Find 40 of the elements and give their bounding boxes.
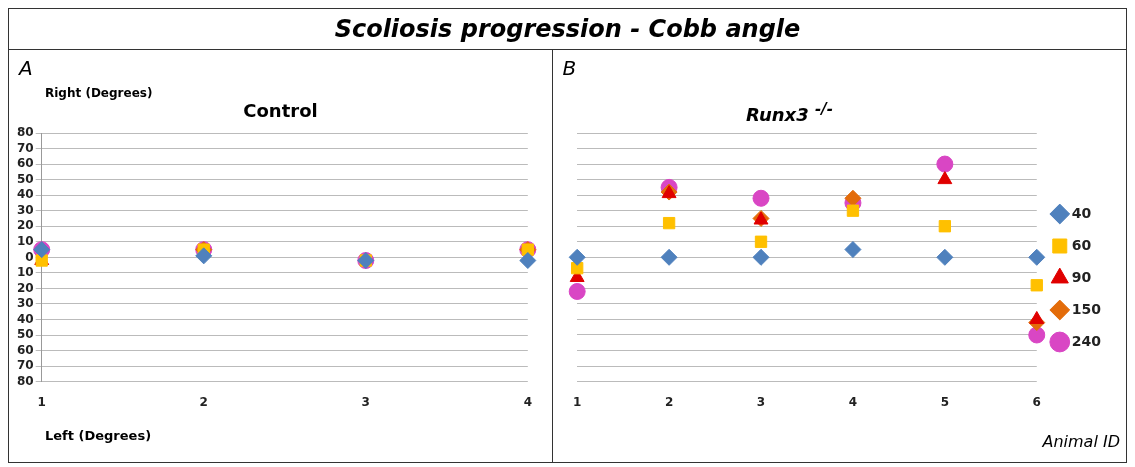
y-tick-label: 50: [17, 327, 34, 342]
x-tick-label: 4: [523, 394, 532, 409]
y-tick-label: 20: [17, 218, 34, 233]
y-tick-label: 0: [25, 249, 34, 264]
x-tick-label: 3: [361, 394, 370, 409]
y-tick-label: 60: [17, 342, 34, 357]
x-tick-label: 1: [37, 394, 46, 409]
text: Left (Degrees): [45, 428, 152, 443]
text: B: [562, 56, 577, 80]
legend-label: 150: [1071, 300, 1101, 317]
y-tick-label: 60: [17, 156, 34, 171]
y-axis-title: Right (Degrees): [45, 86, 153, 100]
y-tick-label: 30: [17, 296, 34, 311]
y-tick-label: 40: [17, 187, 34, 202]
y-tick-label: 20: [17, 280, 34, 295]
chart-title: Scoliosis progression - Cobb angle: [9, 9, 1126, 50]
text: A: [19, 56, 33, 80]
legend-label: 90: [1071, 268, 1092, 285]
x-tick-label: 4: [848, 394, 857, 409]
chart-subtitle: Control: [242, 100, 319, 121]
legend-label: 60: [1071, 236, 1092, 253]
x-tick-label: 2: [664, 394, 673, 409]
y-tick-label: 10: [17, 265, 34, 280]
y-tick-label: 10: [17, 234, 34, 248]
y-tick-label: 30: [17, 202, 34, 217]
x-tick-label: 5: [940, 394, 949, 409]
y-tick-label: 80: [17, 373, 34, 388]
x-axis-title: Animal ID: [1042, 432, 1120, 451]
x-tick-label: 6: [1032, 394, 1041, 409]
y-tick-label: 70: [17, 140, 34, 155]
legend-label: 40: [1071, 204, 1092, 221]
x-tick-label: 2: [199, 394, 208, 409]
legend-label: 240: [1071, 332, 1101, 349]
y-tick-label: 80: [17, 125, 34, 140]
y-tick-label: 40: [17, 311, 34, 326]
y-tick-label: 70: [17, 358, 34, 373]
chart-title: Runx3 $^{-/-}$: [745, 100, 834, 125]
y-tick-label: 50: [17, 171, 34, 186]
x-tick-label: 1: [572, 394, 581, 409]
x-tick-label: 3: [756, 394, 765, 409]
